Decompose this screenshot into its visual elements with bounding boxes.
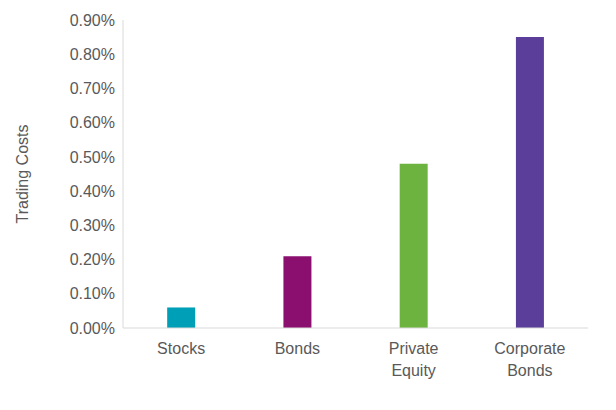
svg-text:Stocks: Stocks [157,340,205,357]
svg-text:0.70%: 0.70% [70,80,115,97]
svg-text:0.90%: 0.90% [70,12,115,29]
svg-text:0.10%: 0.10% [70,285,115,302]
svg-text:0.00%: 0.00% [70,320,115,337]
svg-text:0.60%: 0.60% [70,114,115,131]
svg-text:0.30%: 0.30% [70,217,115,234]
svg-text:0.20%: 0.20% [70,251,115,268]
svg-text:0.50%: 0.50% [70,149,115,166]
svg-text:CorporateBonds: CorporateBonds [494,340,565,379]
svg-text:0.40%: 0.40% [70,183,115,200]
svg-text:Bonds: Bonds [275,340,320,357]
svg-text:0.80%: 0.80% [70,46,115,63]
svg-text:Trading Costs: Trading Costs [14,125,31,224]
svg-text:PrivateEquity: PrivateEquity [389,340,439,379]
